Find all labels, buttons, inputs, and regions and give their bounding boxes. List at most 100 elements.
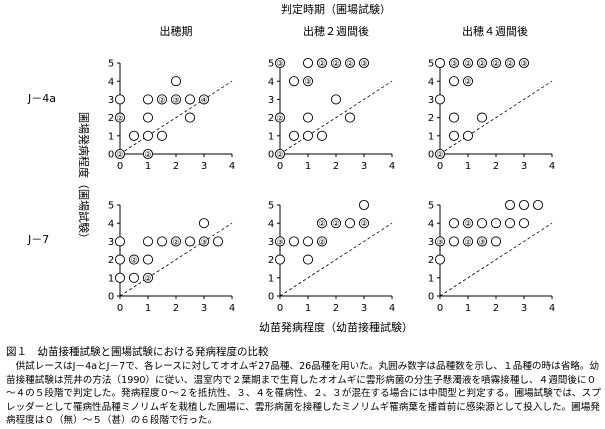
y-tick-label: 5 — [108, 201, 114, 212]
x-tick-label: 1 — [305, 161, 311, 172]
data-point — [156, 130, 168, 141]
data-point-count-label: ② — [506, 59, 513, 68]
x-tick-label: 3 — [201, 161, 207, 172]
data-point — [490, 218, 502, 229]
data-point — [184, 94, 196, 105]
data-point-count-label: ② — [332, 219, 339, 228]
y-tick-label: 1 — [268, 273, 274, 284]
x-tick-label: 0 — [117, 161, 123, 172]
data-point — [462, 57, 474, 69]
data-point — [156, 236, 168, 247]
x-tick-label: 0 — [277, 161, 283, 172]
data-point — [288, 236, 300, 247]
data-point — [358, 199, 370, 211]
data-point — [344, 57, 356, 69]
data-point — [274, 236, 286, 247]
y-tick-label: 3 — [428, 95, 434, 106]
data-point — [302, 254, 314, 265]
data-point — [434, 148, 446, 160]
data-point-count-label: ③ — [520, 59, 527, 68]
data-point — [114, 236, 126, 247]
data-point — [170, 76, 182, 87]
data-point — [358, 218, 370, 229]
y-tick-label: 4 — [108, 219, 114, 230]
data-point — [198, 236, 210, 247]
y-tick-label: 3 — [428, 237, 434, 248]
x-tick-label: 2 — [173, 303, 179, 314]
data-point — [142, 272, 154, 283]
y-axis-label: 圃場発病程度（圃場試験） — [77, 112, 91, 244]
x-tick-label: 4 — [229, 303, 235, 314]
x-tick-label: 1 — [145, 303, 151, 314]
data-point — [434, 57, 446, 69]
diagonal-reference-line — [439, 222, 553, 297]
data-point — [142, 236, 154, 247]
y-tick-label: 1 — [108, 273, 114, 284]
data-point — [142, 148, 154, 160]
data-point — [504, 218, 516, 229]
y-tick-label: 5 — [428, 201, 434, 212]
data-point — [302, 76, 314, 87]
data-point-count-label: ② — [332, 59, 339, 68]
data-point-count-label: ③ — [360, 59, 367, 68]
data-point-count-label: ② — [318, 59, 325, 68]
data-point — [170, 236, 182, 247]
y-tick-label: 1 — [108, 131, 114, 142]
column-title-4weeks: 出穂４週間後 — [462, 24, 528, 38]
y-tick-label: 2 — [108, 113, 114, 124]
y-tick-label: 1 — [268, 131, 274, 142]
caption-title: 図１ 幼苗接種試験と圃場試験における発病程度の比較 — [6, 346, 269, 358]
data-point — [476, 57, 488, 69]
data-point-count-label: ② — [276, 150, 283, 159]
figure-caption: 図１ 幼苗接種試験と圃場試験における発病程度の比較 供試レースはJ－4aとJ－7… — [6, 345, 602, 428]
y-tick-label: 0 — [428, 292, 434, 303]
x-tick-label: 4 — [229, 161, 235, 172]
y-tick-label: 2 — [268, 255, 274, 266]
y-tick-label: 0 — [108, 292, 114, 303]
data-point — [274, 148, 286, 160]
data-point — [316, 57, 328, 69]
x-tick-label: 1 — [465, 161, 471, 172]
data-point-count-label: ② — [360, 219, 367, 228]
data-point — [358, 57, 370, 69]
data-point — [170, 94, 182, 105]
data-point-count-label: ② — [172, 237, 179, 246]
data-point — [344, 218, 356, 229]
y-tick-label: 5 — [268, 59, 274, 70]
data-point — [448, 57, 460, 69]
data-point — [288, 130, 300, 141]
x-tick-label: 0 — [437, 161, 443, 172]
y-tick-label: 2 — [108, 255, 114, 266]
data-point — [504, 199, 516, 211]
x-tick-label: 1 — [305, 303, 311, 314]
y-tick-label: 1 — [428, 131, 434, 142]
x-tick-label: 3 — [361, 303, 367, 314]
data-point — [448, 130, 460, 141]
data-point — [114, 254, 126, 265]
y-tick-label: 4 — [428, 77, 434, 88]
x-tick-label: 3 — [521, 303, 527, 314]
row-label-j7: J－7 — [27, 233, 49, 246]
data-point — [476, 112, 488, 123]
data-point-count-label: ② — [492, 59, 499, 68]
x-tick-label: 3 — [361, 161, 367, 172]
caption-body: 供試レースはJ－4aとJ－7で、各レースに対してオオムギ27品種、26品種を用い… — [6, 361, 601, 427]
y-tick-label: 2 — [268, 113, 274, 124]
x-tick-label: 1 — [145, 161, 151, 172]
y-tick-label: 4 — [268, 77, 274, 88]
y-tick-label: 1 — [428, 273, 434, 284]
data-point-count-label: ② — [464, 59, 471, 68]
diagonal-reference-line — [119, 222, 233, 297]
diagonal-reference-line — [119, 80, 233, 155]
data-point — [462, 130, 474, 141]
y-tick-label: 0 — [268, 292, 274, 303]
y-tick-label: 3 — [268, 237, 274, 248]
y-tick-label: 4 — [108, 77, 114, 88]
data-point — [302, 130, 314, 141]
data-point — [156, 94, 168, 105]
data-point — [316, 236, 328, 247]
data-point-count-label: ② — [116, 114, 123, 123]
figure-panel-grid: 判定時期（圃場試験） 出穂期 出穂２週間後 出穂４週間後 J－4a J－7 圃場… — [27, 2, 555, 334]
y-tick-label: 3 — [268, 95, 274, 106]
